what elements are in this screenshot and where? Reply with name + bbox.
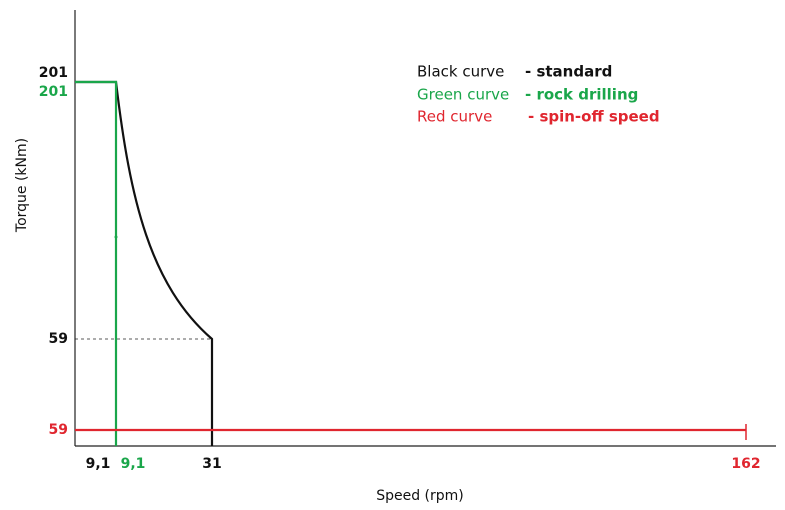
legend-name: Red curve: [417, 108, 492, 126]
legend-name: Green curve: [417, 86, 509, 104]
legend-name: Black curve: [417, 63, 504, 81]
y-axis-title: Torque (kNm): [14, 138, 30, 233]
y-tick-label: 201: [39, 84, 68, 100]
x-tick-label: 9,1: [121, 456, 146, 472]
y-tick-label: 201: [39, 65, 68, 81]
y-tick-label: 59: [49, 422, 68, 438]
x-axis-title: Speed (rpm): [376, 488, 464, 504]
green-curve: [75, 80, 118, 446]
x-tick-label: 162: [731, 456, 760, 472]
green-point: [114, 235, 118, 239]
legend-description: - rock drilling: [525, 86, 638, 104]
y-tick-label: 59: [49, 331, 68, 347]
legend-description: - spin-off speed: [528, 108, 660, 126]
black-curve: [75, 80, 214, 446]
legend-description: - standard: [525, 63, 612, 81]
x-tick-label: 9,1: [86, 456, 111, 472]
x-tick-label: 31: [202, 456, 221, 472]
